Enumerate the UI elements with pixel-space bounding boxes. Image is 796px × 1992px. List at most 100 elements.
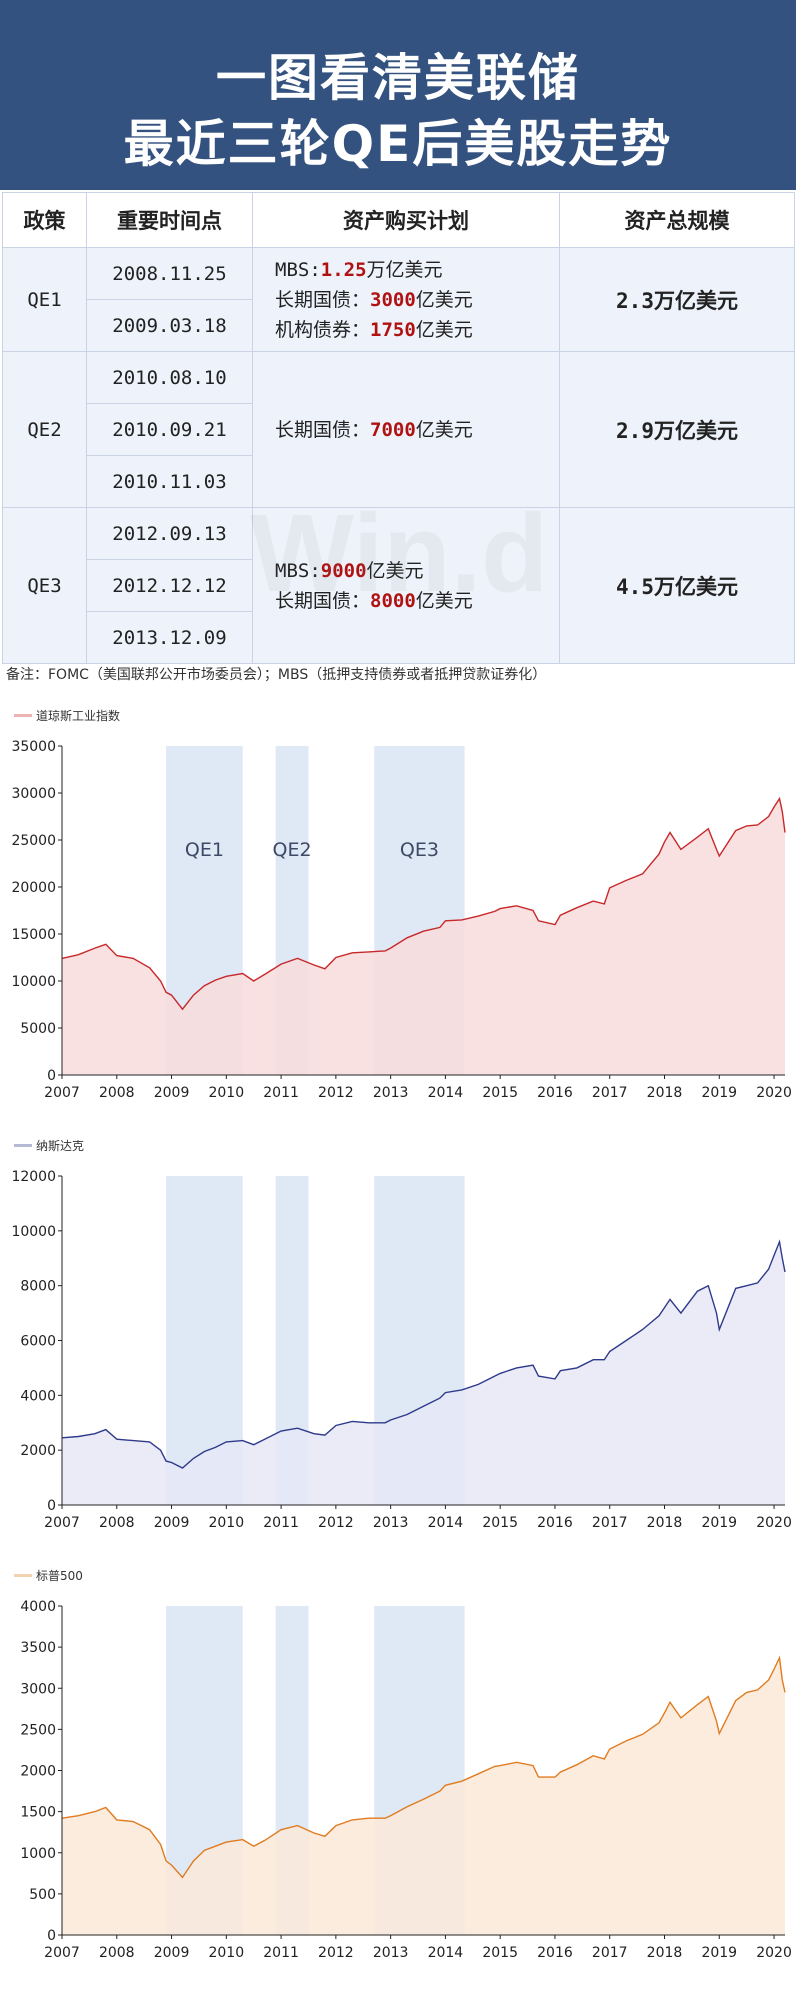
x-tick-label: 2007 bbox=[44, 1945, 80, 1961]
header-dates: 重要时间点 bbox=[86, 192, 253, 248]
x-tick-label: 2015 bbox=[482, 1085, 518, 1101]
table-row: 2012.12.12 bbox=[3, 559, 795, 612]
y-tick-label: 3000 bbox=[20, 1681, 56, 1697]
series-area bbox=[62, 1241, 785, 1505]
policy-cell: QE1 bbox=[2, 247, 87, 352]
y-tick-label: 20000 bbox=[11, 880, 56, 896]
policy-cell: QE2 bbox=[2, 351, 87, 508]
table-row: QE3 2012.09.13 MBS:9000亿美元 长期国债：8000亿美元 … bbox=[2, 507, 795, 664]
date-cell: 2009.03.18 bbox=[86, 299, 253, 352]
header-total: 资产总规模 bbox=[559, 192, 795, 248]
table-row: QE2 2010.08.10 长期国债：7000亿美元 2.9万亿美元 bbox=[2, 351, 795, 508]
x-tick-label: 2013 bbox=[373, 1945, 409, 1961]
x-tick-label: 2009 bbox=[154, 1085, 190, 1101]
y-tick-label: 12000 bbox=[11, 1169, 56, 1185]
y-tick-label: 2000 bbox=[20, 1443, 56, 1459]
x-tick-label: 2011 bbox=[263, 1085, 299, 1101]
table-note: 备注：FOMC（美国联邦公开市场委员会）；MBS（抵押支持债券或者抵押贷款证券化… bbox=[6, 667, 547, 683]
y-tick-label: 15000 bbox=[11, 927, 56, 943]
x-tick-label: 2010 bbox=[208, 1515, 244, 1531]
x-tick-label: 2017 bbox=[592, 1945, 628, 1961]
chart-dow: 道琼斯工业指数 QE1 QE2 QE3 35000 30000 25000 20000 1500… bbox=[0, 700, 796, 1124]
date-cell: 2010.09.21 bbox=[86, 403, 253, 456]
qe-period-label: QE2 bbox=[273, 839, 312, 861]
series-line bbox=[61, 1239, 786, 1469]
x-tick-label: 2017 bbox=[592, 1085, 628, 1101]
date-cell: 2008.11.25 bbox=[86, 247, 253, 300]
y-tick-label: 1000 bbox=[20, 1846, 56, 1862]
x-tick-label: 2008 bbox=[99, 1085, 135, 1101]
x-tick-label: 2013 bbox=[373, 1085, 409, 1101]
x-tick-label: 2012 bbox=[318, 1515, 354, 1531]
y-tick-label: 8000 bbox=[20, 1279, 56, 1295]
table-row: 2010.09.21 bbox=[3, 403, 795, 456]
series-line bbox=[61, 1655, 786, 1879]
table-row: 2009.03.18 bbox=[3, 299, 795, 352]
table-header-row: 政策 重要时间点 资产购买计划 资产总规模 bbox=[2, 192, 795, 248]
watermark: Win.d bbox=[250, 492, 549, 615]
x-tick-label: 2020 bbox=[756, 1945, 792, 1961]
date-cell: 2012.12.12 bbox=[86, 559, 253, 612]
date-cell: 2012.09.13 bbox=[86, 507, 253, 560]
x-tick-label: 2013 bbox=[373, 1515, 409, 1531]
x-tick-label: 2010 bbox=[208, 1945, 244, 1961]
y-tick-label: 500 bbox=[29, 1887, 56, 1903]
plan-cell: MBS:1.25万亿美元 长期国债：3000亿美元 机构债券：1750亿美元 bbox=[252, 247, 560, 352]
x-tick-label: 2020 bbox=[756, 1085, 792, 1101]
series-line bbox=[61, 796, 786, 1011]
header-policy: 政策 bbox=[2, 192, 87, 248]
x-tick-label: 2011 bbox=[263, 1945, 299, 1961]
x-tick-label: 2007 bbox=[44, 1515, 80, 1531]
y-tick-label: 1500 bbox=[20, 1805, 56, 1821]
y-tick-label: 2500 bbox=[20, 1722, 56, 1738]
x-tick-label: 2008 bbox=[99, 1945, 135, 1961]
x-tick-label: 2020 bbox=[756, 1515, 792, 1531]
title-line-1: 一图看清美联储 bbox=[216, 49, 580, 107]
x-tick-label: 2014 bbox=[428, 1515, 464, 1531]
x-tick-label: 2012 bbox=[318, 1085, 354, 1101]
chart-title: 标普500 bbox=[36, 1569, 83, 1583]
chart-sp500: 标普500 4000 3500 3000 2500 2000 1500 1000 500 0 200… bbox=[0, 1560, 796, 1992]
chart-nasdaq: 纳斯达克 12000 10000 8000 6000 4000 2000 0 2007 2008 2… bbox=[0, 1130, 796, 1554]
x-tick-label: 2019 bbox=[701, 1085, 737, 1101]
y-tick-label: 10000 bbox=[11, 1224, 56, 1240]
x-tick-label: 2011 bbox=[263, 1515, 299, 1531]
y-tick-label: 30000 bbox=[11, 786, 56, 802]
legend-swatch bbox=[14, 1144, 32, 1147]
y-tick-label: 4000 bbox=[20, 1388, 56, 1404]
qe-period-label: QE1 bbox=[185, 839, 224, 861]
plan-cell: MBS:9000亿美元 长期国债：8000亿美元 bbox=[252, 507, 560, 664]
x-tick-label: 2017 bbox=[592, 1515, 628, 1531]
chart-title: 纳斯达克 bbox=[36, 1139, 84, 1153]
x-tick-label: 2016 bbox=[537, 1085, 573, 1101]
x-tick-label: 2010 bbox=[208, 1085, 244, 1101]
x-tick-label: 2008 bbox=[99, 1515, 135, 1531]
x-tick-label: 2016 bbox=[537, 1945, 573, 1961]
date-cell: 2013.12.09 bbox=[86, 611, 253, 664]
title-banner: 一图看清美联储 最近三轮QE后美股走势 bbox=[0, 0, 796, 190]
x-tick-label: 2009 bbox=[154, 1945, 190, 1961]
y-tick-label: 2000 bbox=[20, 1764, 56, 1780]
y-tick-label: 0 bbox=[47, 1928, 56, 1944]
x-tick-label: 2019 bbox=[701, 1945, 737, 1961]
x-tick-label: 2009 bbox=[154, 1515, 190, 1531]
series-area bbox=[62, 798, 785, 1075]
y-tick-label: 4000 bbox=[20, 1599, 56, 1615]
table-row: QE1 2008.11.25 MBS:1.25万亿美元 长期国债：3000亿美元… bbox=[2, 247, 795, 352]
x-tick-label: 2012 bbox=[318, 1945, 354, 1961]
y-tick-label: 25000 bbox=[11, 833, 56, 849]
total-cell: 4.5万亿美元 bbox=[559, 507, 795, 664]
x-tick-label: 2018 bbox=[647, 1085, 683, 1101]
date-cell: 2010.08.10 bbox=[86, 351, 253, 404]
date-cell: 2010.11.03 bbox=[86, 455, 253, 508]
y-tick-label: 0 bbox=[47, 1068, 56, 1084]
y-tick-label: 35000 bbox=[11, 739, 56, 755]
x-tick-label: 2016 bbox=[537, 1515, 573, 1531]
x-tick-label: 2014 bbox=[428, 1085, 464, 1101]
legend-swatch bbox=[14, 1574, 32, 1577]
qe-table: 政策 重要时间点 资产购买计划 资产总规模 QE1 2008.11.25 MBS… bbox=[2, 192, 795, 664]
y-tick-label: 3500 bbox=[20, 1640, 56, 1656]
y-tick-label: 5000 bbox=[20, 1021, 56, 1037]
qe-period-label: QE3 bbox=[400, 839, 439, 861]
x-tick-label: 2015 bbox=[482, 1515, 518, 1531]
